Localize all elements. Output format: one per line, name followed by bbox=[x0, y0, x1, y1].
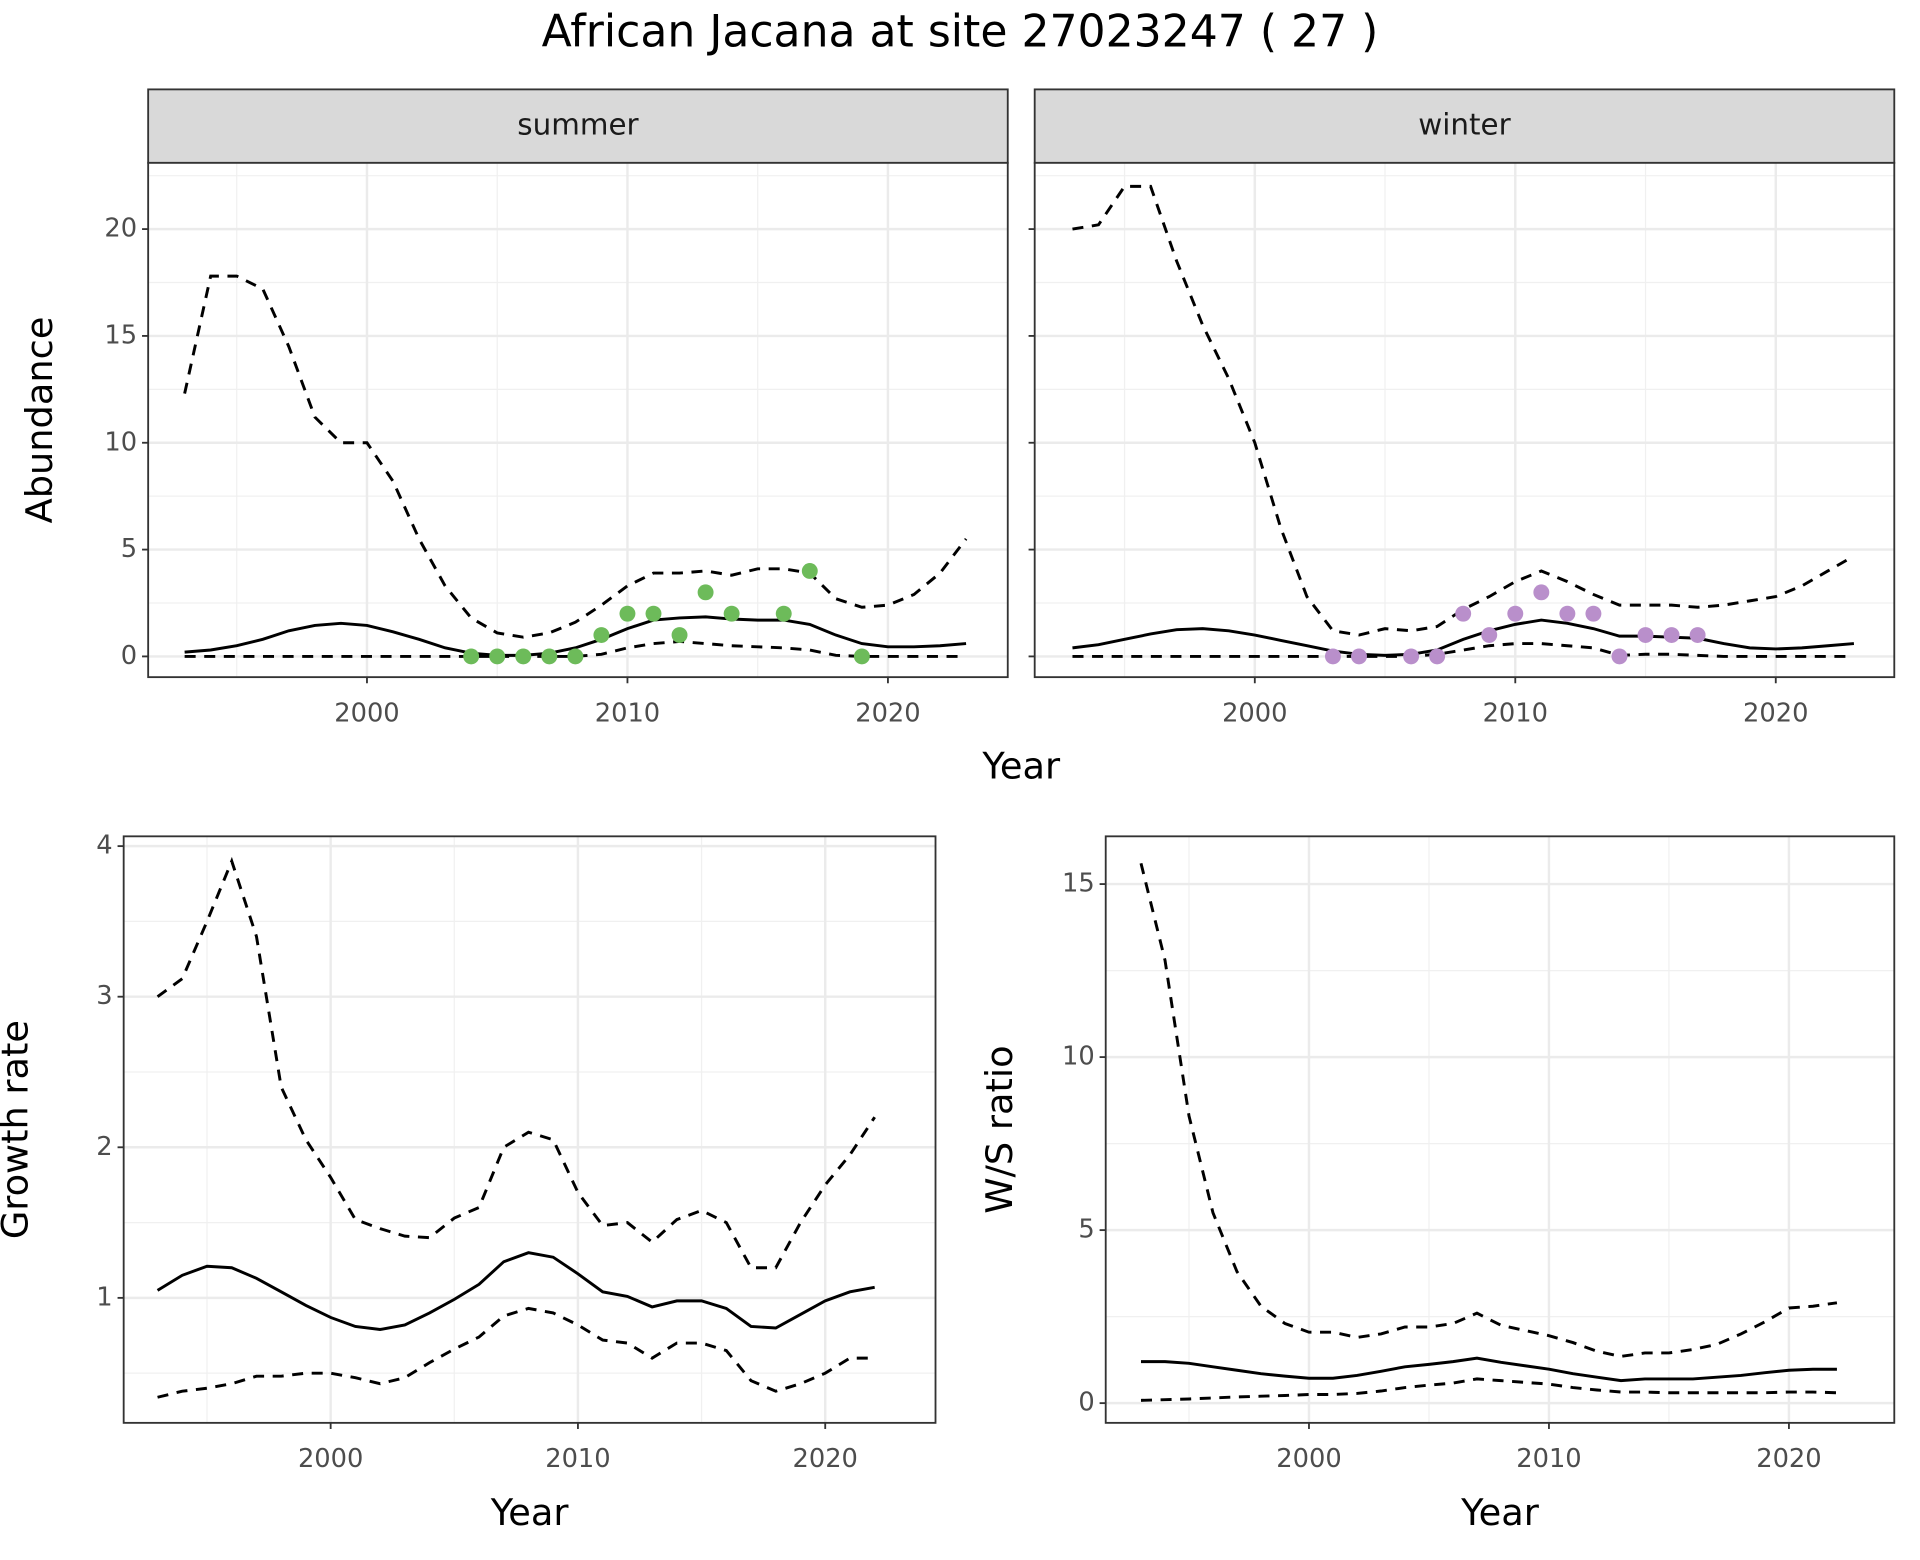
y-tick-label: 0 bbox=[1078, 1388, 1094, 1418]
observation-point bbox=[775, 605, 792, 622]
y-tick-label: 15 bbox=[104, 320, 137, 350]
x-tick-label: 2000 bbox=[334, 698, 399, 728]
observation-point bbox=[463, 648, 480, 665]
plot-border bbox=[1104, 835, 1896, 1424]
plot-border bbox=[122, 835, 937, 1424]
y-axis-label: Growth rate bbox=[0, 1020, 37, 1239]
observation-point bbox=[1324, 648, 1341, 665]
facet-strip bbox=[1033, 88, 1896, 164]
y-tick-label: 0 bbox=[121, 641, 137, 671]
facet-strip bbox=[147, 88, 1009, 164]
y-tick-label: 1 bbox=[96, 1282, 112, 1312]
panel: 1 2 3 4 2000 2010 2020 Year Growth rate bbox=[0, 831, 937, 1534]
observation-point bbox=[593, 627, 610, 644]
interval-line bbox=[1139, 862, 1838, 1358]
y-tick-label: 5 bbox=[121, 534, 137, 564]
observation-point bbox=[567, 648, 584, 665]
x-tick-label: 2020 bbox=[793, 1444, 858, 1474]
x-tick-label: 2000 bbox=[298, 1444, 363, 1474]
x-tick-label: 2000 bbox=[1222, 698, 1287, 728]
x-tick-label: 2020 bbox=[1756, 1444, 1821, 1474]
observation-point bbox=[1507, 605, 1524, 622]
observation-point bbox=[1637, 627, 1654, 644]
observation-point bbox=[1689, 627, 1706, 644]
observation-point bbox=[489, 648, 506, 665]
interval-line bbox=[1072, 642, 1854, 658]
observation-point bbox=[541, 648, 558, 665]
y-tick-label: 4 bbox=[96, 831, 112, 861]
panel: 0 5 10 15 2000 2010 2020 Year W/S ratio bbox=[978, 835, 1896, 1534]
observation-point bbox=[1351, 648, 1367, 665]
observation-point bbox=[801, 562, 818, 579]
interval-line bbox=[183, 274, 968, 639]
plot-background bbox=[1105, 836, 1895, 1423]
observation-point bbox=[1611, 648, 1628, 665]
observation-point bbox=[723, 605, 740, 622]
observation-point bbox=[619, 605, 636, 622]
estimate-line bbox=[156, 1251, 875, 1331]
x-tick-label: 2010 bbox=[545, 1444, 610, 1474]
plot-background bbox=[1034, 162, 1895, 678]
y-axis-label: Abundance bbox=[18, 317, 61, 524]
y-tick-label: 10 bbox=[104, 427, 137, 457]
panel: winter 2000 2010 2020 bbox=[1028, 88, 1896, 728]
observation-point bbox=[853, 648, 870, 665]
plot-border bbox=[1033, 161, 1896, 679]
x-tick-label: 2020 bbox=[855, 698, 920, 728]
observation-point bbox=[1559, 605, 1576, 622]
x-tick-label: 2010 bbox=[1516, 1444, 1581, 1474]
y-tick-label: 10 bbox=[1062, 1042, 1095, 1072]
facet-label: winter bbox=[1418, 108, 1511, 142]
observation-point bbox=[515, 648, 532, 665]
y-tick-label: 15 bbox=[1062, 869, 1095, 899]
interval-line bbox=[157, 1306, 875, 1399]
x-tick-label: 2010 bbox=[1483, 698, 1548, 728]
observation-point bbox=[1533, 584, 1550, 601]
observation-point bbox=[671, 627, 688, 644]
y-tick-label: 3 bbox=[96, 981, 112, 1011]
plot-border bbox=[147, 161, 1009, 679]
observation-point bbox=[1455, 605, 1472, 622]
x-tick-label: 2010 bbox=[595, 698, 660, 728]
panel: summer 0 5 10 15 20 2000 2010 2020 Abundance bbox=[18, 88, 1009, 728]
interval-line bbox=[184, 639, 967, 658]
observation-point bbox=[1429, 648, 1446, 665]
estimate-line bbox=[184, 615, 967, 657]
y-axis-label: W/S ratio bbox=[978, 1045, 1021, 1213]
x-axis-label: Year bbox=[490, 1491, 570, 1534]
x-axis-label: Year bbox=[1460, 1491, 1540, 1534]
chart-title: African Jacana at site 27023247 ( 27 ) bbox=[542, 6, 1379, 57]
x-tick-label: 2000 bbox=[1276, 1444, 1341, 1474]
y-tick-label: 2 bbox=[96, 1132, 112, 1162]
observation-point bbox=[1663, 627, 1680, 644]
facet-label: summer bbox=[517, 108, 639, 142]
observation-point bbox=[697, 584, 714, 601]
plot-background bbox=[123, 836, 936, 1423]
y-tick-label: 20 bbox=[104, 214, 137, 244]
y-tick-label: 5 bbox=[1078, 1215, 1094, 1245]
x-tick-label: 2020 bbox=[1743, 698, 1808, 728]
observation-point bbox=[1481, 627, 1498, 644]
observation-point bbox=[1585, 605, 1602, 622]
plot-background bbox=[148, 162, 1008, 678]
x-axis-label: Year bbox=[981, 744, 1061, 787]
observation-point bbox=[645, 605, 662, 622]
estimate-line bbox=[1072, 618, 1855, 657]
estimate-line bbox=[1140, 1356, 1837, 1383]
observation-point bbox=[1403, 648, 1420, 665]
